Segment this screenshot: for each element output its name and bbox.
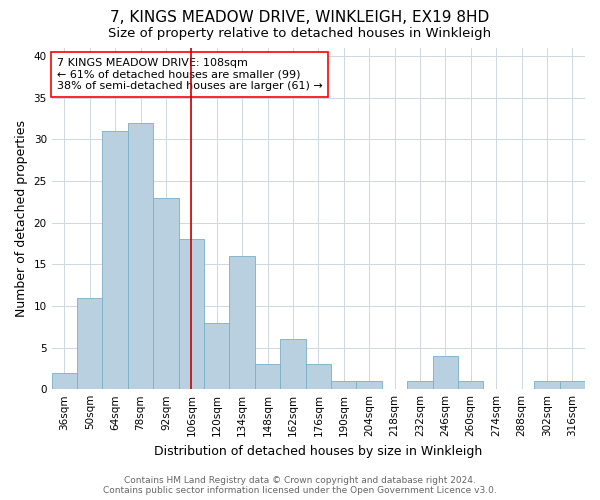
X-axis label: Distribution of detached houses by size in Winkleigh: Distribution of detached houses by size … bbox=[154, 444, 482, 458]
Bar bbox=[229, 256, 255, 389]
Text: Contains HM Land Registry data © Crown copyright and database right 2024.
Contai: Contains HM Land Registry data © Crown c… bbox=[103, 476, 497, 495]
Bar bbox=[280, 339, 305, 389]
Bar bbox=[331, 381, 356, 389]
Bar bbox=[560, 381, 585, 389]
Text: Size of property relative to detached houses in Winkleigh: Size of property relative to detached ho… bbox=[109, 28, 491, 40]
Bar bbox=[103, 131, 128, 389]
Text: 7, KINGS MEADOW DRIVE, WINKLEIGH, EX19 8HD: 7, KINGS MEADOW DRIVE, WINKLEIGH, EX19 8… bbox=[110, 10, 490, 25]
Text: 7 KINGS MEADOW DRIVE: 108sqm
← 61% of detached houses are smaller (99)
38% of se: 7 KINGS MEADOW DRIVE: 108sqm ← 61% of de… bbox=[57, 58, 323, 91]
Bar bbox=[534, 381, 560, 389]
Bar bbox=[52, 372, 77, 389]
Bar bbox=[153, 198, 179, 389]
Bar bbox=[179, 239, 204, 389]
Y-axis label: Number of detached properties: Number of detached properties bbox=[15, 120, 28, 317]
Bar bbox=[255, 364, 280, 389]
Bar bbox=[305, 364, 331, 389]
Bar bbox=[407, 381, 433, 389]
Bar bbox=[433, 356, 458, 389]
Bar bbox=[128, 122, 153, 389]
Bar bbox=[77, 298, 103, 389]
Bar bbox=[458, 381, 484, 389]
Bar bbox=[204, 322, 229, 389]
Bar bbox=[356, 381, 382, 389]
